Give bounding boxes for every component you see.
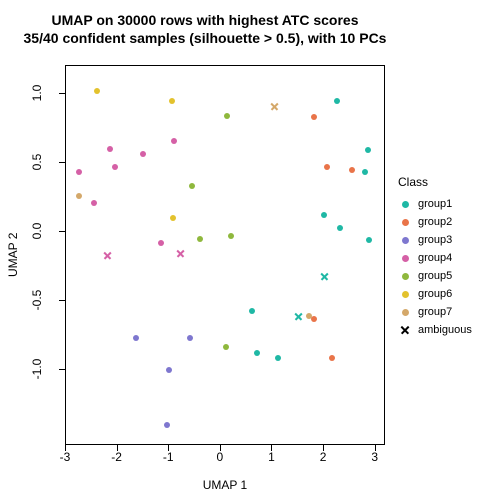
legend-title: Class (398, 175, 472, 189)
legend-item: group4 (398, 249, 472, 267)
y-tick-label: 1.0 (30, 84, 44, 101)
cross-icon (400, 325, 410, 335)
legend-label: group6 (418, 288, 452, 300)
scatter-point (164, 422, 170, 428)
scatter-point (294, 312, 303, 321)
dot-icon (402, 309, 409, 316)
scatter-point (254, 350, 260, 356)
scatter-point (176, 249, 185, 258)
scatter-point (171, 138, 177, 144)
x-tick-label: 3 (371, 450, 378, 464)
legend-swatch (398, 251, 412, 265)
legend-label: group3 (418, 234, 452, 246)
scatter-point (334, 98, 340, 104)
scatter-point (275, 355, 281, 361)
scatter-point (103, 251, 112, 260)
x-tick-label: -2 (111, 450, 122, 464)
scatter-point (366, 237, 372, 243)
scatter-point (320, 272, 329, 281)
dot-icon (402, 273, 409, 280)
scatter-point (189, 183, 195, 189)
x-tick-label: -1 (163, 450, 174, 464)
scatter-point (321, 212, 327, 218)
scatter-point (112, 164, 118, 170)
legend-item: group5 (398, 267, 472, 285)
scatter-point (365, 147, 371, 153)
y-tick-mark (59, 162, 65, 163)
y-tick-mark (59, 231, 65, 232)
dot-icon (402, 255, 409, 262)
y-tick-label: 0.5 (30, 153, 44, 170)
y-axis-label: UMAP 2 (6, 65, 24, 445)
scatter-point (187, 335, 193, 341)
scatter-point (170, 215, 176, 221)
scatter-point (311, 114, 317, 120)
scatter-point (349, 167, 355, 173)
scatter-point (140, 151, 146, 157)
y-tick-mark (59, 300, 65, 301)
scatter-point (223, 344, 229, 350)
dot-icon (402, 237, 409, 244)
scatter-point (224, 113, 230, 119)
legend-swatch (398, 197, 412, 211)
scatter-point (107, 146, 113, 152)
x-tick-label: 2 (320, 450, 327, 464)
x-tick-label: -3 (60, 450, 71, 464)
scatter-point (249, 308, 255, 314)
scatter-point (169, 98, 175, 104)
scatter-point (270, 102, 279, 111)
y-tick-label: -1.0 (30, 359, 44, 380)
legend-item: group7 (398, 303, 472, 321)
title-line-1: UMAP on 30000 rows with highest ATC scor… (0, 12, 410, 30)
x-tick-label: 0 (216, 450, 223, 464)
legend-swatch (398, 269, 412, 283)
scatter-point (362, 169, 368, 175)
legend-swatch (398, 323, 412, 337)
plot-area (65, 65, 385, 445)
legend-label: ambiguous (418, 324, 472, 336)
dot-icon (402, 201, 409, 208)
legend-label: group1 (418, 198, 452, 210)
scatter-point (329, 355, 335, 361)
legend-item: group6 (398, 285, 472, 303)
title-line-2: 35/40 confident samples (silhouette > 0.… (0, 30, 410, 48)
scatter-point (337, 225, 343, 231)
chart-container: UMAP on 30000 rows with highest ATC scor… (0, 0, 504, 504)
legend-label: group5 (418, 270, 452, 282)
legend-item: ambiguous (398, 321, 472, 339)
legend-item: group3 (398, 231, 472, 249)
dot-icon (402, 291, 409, 298)
scatter-point (324, 164, 330, 170)
y-tick-label: -0.5 (30, 290, 44, 311)
scatter-point (166, 367, 172, 373)
x-tick-label: 1 (268, 450, 275, 464)
legend-swatch (398, 215, 412, 229)
y-tick-mark (59, 369, 65, 370)
dot-icon (402, 219, 409, 226)
scatter-point (228, 233, 234, 239)
scatter-point (306, 313, 312, 319)
scatter-point (133, 335, 139, 341)
legend-label: group2 (418, 216, 452, 228)
scatter-point (197, 236, 203, 242)
chart-title: UMAP on 30000 rows with highest ATC scor… (0, 12, 410, 47)
legend-label: group7 (418, 306, 452, 318)
scatter-point (76, 193, 82, 199)
legend-label: group4 (418, 252, 452, 264)
scatter-point (158, 240, 164, 246)
legend-item: group2 (398, 213, 472, 231)
y-tick-mark (59, 93, 65, 94)
scatter-point (94, 88, 100, 94)
x-axis-label: UMAP 1 (65, 478, 385, 492)
legend-swatch (398, 233, 412, 247)
legend-swatch (398, 305, 412, 319)
scatter-point (91, 200, 97, 206)
scatter-point (76, 169, 82, 175)
y-tick-label: 0.0 (30, 222, 44, 239)
scatter-point (311, 316, 317, 322)
legend-item: group1 (398, 195, 472, 213)
legend: Class group1 group2 group3 group4 group5 grou… (398, 175, 472, 339)
legend-swatch (398, 287, 412, 301)
